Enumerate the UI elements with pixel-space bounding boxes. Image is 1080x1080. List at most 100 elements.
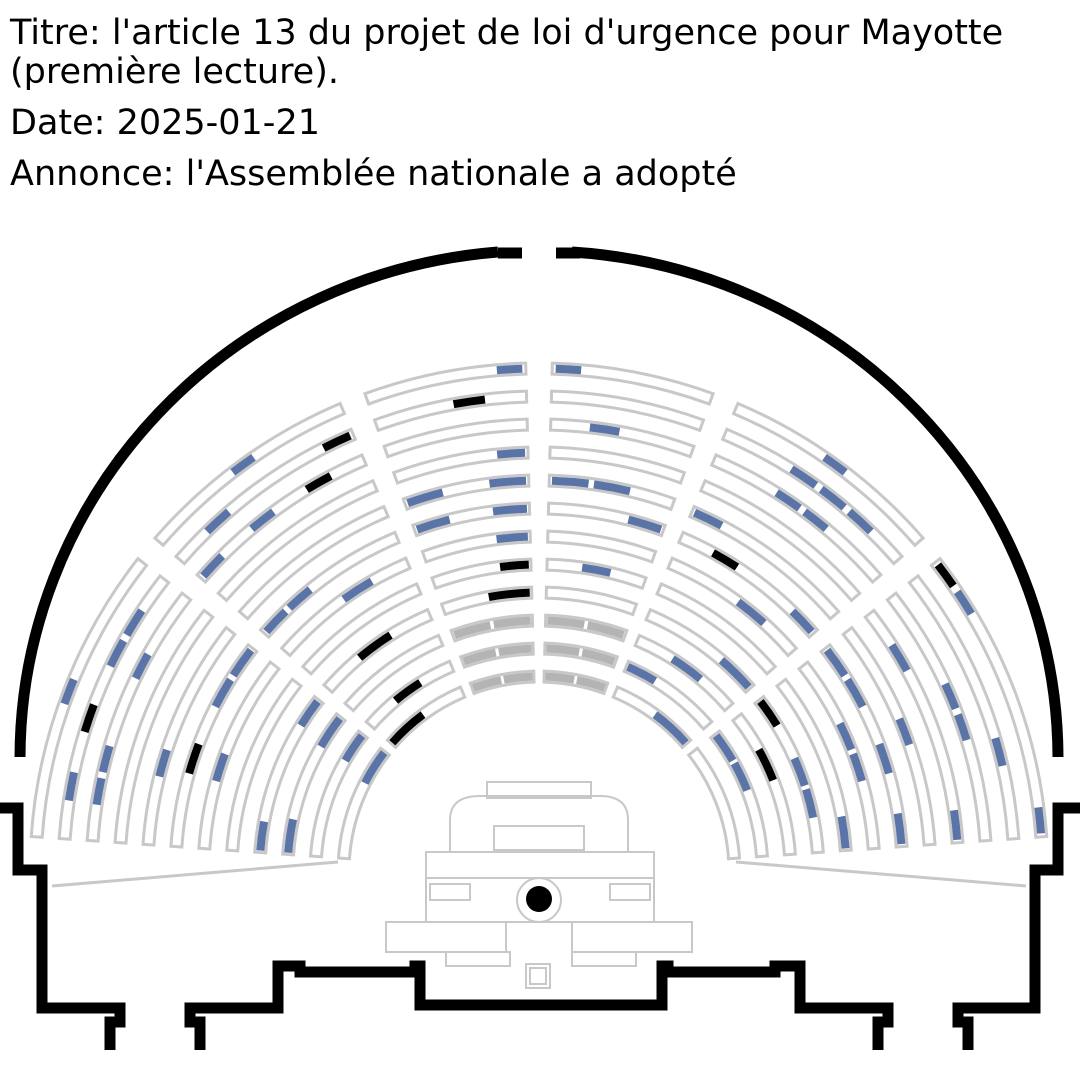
seat-row xyxy=(542,669,610,696)
deputy-seat xyxy=(361,750,388,785)
deputy-seat xyxy=(581,563,612,577)
deputy-seat xyxy=(735,598,767,627)
seat-row xyxy=(225,677,304,853)
deputy-seat xyxy=(895,717,914,747)
deputy-seat xyxy=(626,663,658,685)
seat-row xyxy=(665,556,799,658)
seat-row xyxy=(644,607,757,695)
header: Titre: l'article 13 du projet de loi d'u… xyxy=(10,14,1010,194)
deputy-seat xyxy=(488,588,530,601)
outer-wall xyxy=(14,246,1064,758)
vote-date: Date: 2025-01-21 xyxy=(10,103,320,143)
deputy-seat xyxy=(893,812,906,845)
deputy-seat xyxy=(493,616,531,629)
deputy-seat xyxy=(757,699,781,728)
deputy-seat xyxy=(790,756,809,787)
deputy-seat xyxy=(503,672,533,684)
deputy-seat xyxy=(730,761,751,792)
deputy-seat xyxy=(789,608,815,635)
deputy-seat xyxy=(98,744,114,773)
deputy-seat xyxy=(546,644,580,657)
deputy-seat xyxy=(304,472,333,493)
deputy-seat xyxy=(802,508,829,532)
deputy-seat xyxy=(941,682,960,711)
deputy-seat xyxy=(415,515,451,534)
deputy-seat xyxy=(286,586,313,611)
deputy-seat xyxy=(499,560,529,571)
seat-row xyxy=(731,401,926,548)
seat-row xyxy=(439,585,534,617)
deputy-seat xyxy=(586,621,625,639)
deputy-seat xyxy=(341,577,374,603)
deputy-seat xyxy=(229,647,255,678)
deputy-seat xyxy=(200,553,226,579)
deputy-seat xyxy=(991,737,1007,767)
seat-row xyxy=(468,669,536,696)
deputy-seat xyxy=(131,652,152,681)
seat-row xyxy=(279,556,413,658)
seat-row xyxy=(85,590,193,843)
seat-row xyxy=(796,659,881,851)
seat-row xyxy=(342,633,445,713)
deputy-seat xyxy=(123,608,146,637)
deputy-seat xyxy=(755,747,777,782)
deputy-seat xyxy=(321,431,352,452)
deputy-seat xyxy=(106,638,128,668)
seat-row xyxy=(430,557,533,591)
deputy-seat xyxy=(593,480,631,496)
deputy-seat xyxy=(652,711,689,746)
vote-title: Titre: l'article 13 du projet de loi d'u… xyxy=(10,13,1004,92)
deputy-seat xyxy=(496,448,526,459)
seat-row xyxy=(547,473,677,512)
deputy-seat xyxy=(712,733,737,763)
deputy-seat xyxy=(555,364,582,375)
seat-row xyxy=(546,529,658,564)
seat-row xyxy=(57,573,171,841)
deputy-seat xyxy=(263,608,289,635)
seat-row xyxy=(709,453,883,585)
seat-row xyxy=(929,556,1049,839)
seat-row xyxy=(237,504,391,621)
deputy-seat xyxy=(836,721,856,752)
deputy-seat xyxy=(60,677,78,706)
deputy-seat xyxy=(498,644,532,657)
deputy-seat xyxy=(846,508,874,535)
deputy-seat xyxy=(256,820,269,851)
deputy-seat xyxy=(317,716,343,749)
deputy-seat xyxy=(551,476,590,488)
seat-row xyxy=(364,659,456,732)
seat-row xyxy=(543,641,620,670)
seat-row xyxy=(197,659,282,851)
seat-row xyxy=(548,445,687,485)
seat-row xyxy=(321,607,434,695)
deputy-seat xyxy=(211,677,234,709)
seat-row xyxy=(550,361,716,406)
podium xyxy=(385,781,693,989)
seat-row xyxy=(611,685,693,750)
seat-row xyxy=(774,677,853,853)
president-seat xyxy=(526,886,552,912)
seat-row xyxy=(362,361,528,406)
deputy-seat xyxy=(212,752,229,783)
seat-row xyxy=(686,746,742,861)
deputy-seat xyxy=(185,742,203,775)
seat-row xyxy=(336,746,392,861)
seat-row xyxy=(633,633,736,713)
deputy-seat xyxy=(581,648,616,666)
seat-row xyxy=(458,641,535,670)
seat-row xyxy=(308,728,370,859)
deputy-seat xyxy=(844,677,867,709)
seat-row xyxy=(549,417,696,459)
deputy-seat xyxy=(949,809,962,841)
deputy-seat xyxy=(496,364,523,375)
deputy-seat xyxy=(953,589,975,616)
seat-row xyxy=(401,473,531,512)
deputy-seat xyxy=(875,742,893,775)
seat-row xyxy=(382,417,529,459)
seat-row xyxy=(622,659,714,732)
seat-row xyxy=(173,427,358,566)
deputy-seat xyxy=(488,476,527,488)
deputy-seat xyxy=(589,423,621,436)
deputy-seat xyxy=(496,532,529,544)
deputy-seat xyxy=(576,676,606,692)
